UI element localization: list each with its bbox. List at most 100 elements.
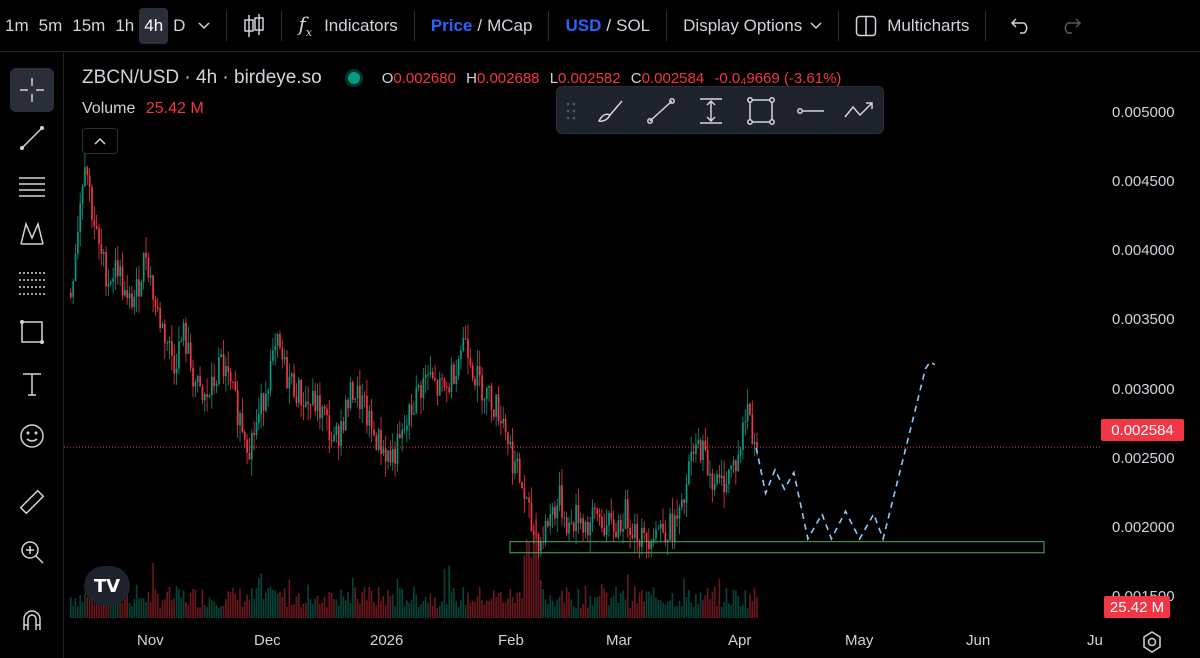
price-mcap-toggle[interactable]: Price / MCap (423, 8, 541, 44)
text-tool[interactable] (10, 362, 54, 406)
candle-body (262, 393, 265, 411)
crosshair-tool[interactable] (10, 68, 54, 112)
candle-body (591, 507, 594, 523)
measure-tool[interactable] (10, 480, 54, 524)
volume-bar (368, 587, 371, 618)
candle-body (225, 366, 227, 377)
support-zone[interactable] (509, 541, 1045, 554)
indicators-button[interactable]: fx Indicators (290, 8, 405, 44)
volume-bar (497, 593, 500, 618)
chevron-down-icon (198, 21, 210, 29)
candle-body (417, 385, 420, 388)
multicharts-button[interactable]: Multicharts (847, 8, 977, 44)
volume-bar (182, 590, 185, 618)
timeframe-d[interactable]: D (173, 15, 186, 35)
timeframe-1m[interactable]: 1m (5, 15, 29, 35)
candle-body (316, 395, 319, 412)
drag-handle[interactable] (561, 93, 581, 129)
mcap-option[interactable]: MCap (487, 15, 533, 35)
ruler-icon (19, 489, 45, 515)
timeframe-15m[interactable]: 15m (72, 15, 106, 35)
zoom-tool[interactable] (10, 530, 54, 574)
volume-bar (490, 598, 493, 618)
volume-bar (469, 602, 472, 618)
candle-body (323, 406, 326, 409)
candle-body (328, 415, 331, 441)
volume-bar (756, 596, 758, 618)
tradingview-logo[interactable]: TV (84, 566, 130, 606)
volume-bar (706, 588, 709, 618)
line-tool[interactable] (643, 93, 679, 129)
pattern-tool[interactable] (10, 212, 54, 256)
horizontal-ray-tool[interactable] (793, 93, 829, 129)
candles (70, 153, 758, 559)
volume-bar (243, 601, 246, 618)
volume-bar (375, 605, 378, 618)
volume-bar (619, 593, 622, 618)
volume-bar (93, 604, 96, 618)
candle-body (133, 296, 136, 308)
time-tick-label: Feb (498, 632, 524, 649)
timeframe-5m[interactable]: 5m (38, 15, 63, 35)
candle-body (511, 441, 514, 474)
volume-bar (457, 606, 460, 618)
timeframe-dropdown[interactable] (190, 8, 218, 44)
magnet-tool[interactable] (10, 598, 54, 642)
projection-path[interactable] (755, 360, 936, 542)
volume-bar (225, 598, 227, 618)
trendline-tool[interactable] (10, 116, 54, 160)
currency-toggle[interactable]: USD / SOL (557, 8, 658, 44)
volume-bar (417, 606, 420, 618)
chart-type-button[interactable] (235, 8, 273, 44)
volume-bar (128, 603, 131, 618)
text-icon (23, 373, 41, 396)
candle-body (171, 341, 173, 356)
price-option[interactable]: Price (430, 15, 473, 35)
candle-body (514, 461, 516, 474)
volume-bar (72, 605, 74, 618)
candle-body (86, 167, 89, 176)
rectangle-tool[interactable] (10, 310, 54, 354)
volume-bar (239, 588, 241, 618)
path-tool[interactable] (841, 93, 877, 129)
timeframe-1h[interactable]: 1h (115, 15, 135, 35)
rectangle-icon (747, 97, 775, 125)
candle-body (565, 517, 568, 534)
candle-body (182, 322, 185, 341)
volume-bar (483, 604, 486, 618)
timeframe-4h[interactable]: 4h (139, 7, 169, 44)
volume-bar (551, 600, 554, 618)
candle-body (619, 519, 622, 532)
volume-bar (737, 596, 739, 618)
volume-bar (746, 607, 749, 618)
brush-tool[interactable] (593, 93, 629, 129)
candles-icon (244, 13, 265, 37)
candle-body (77, 231, 79, 254)
volume-bar (175, 586, 178, 618)
candle-body (568, 522, 570, 534)
volume-bar (145, 602, 147, 618)
price-range-tool[interactable] (693, 93, 729, 129)
volume-bar (206, 606, 208, 618)
redo-button[interactable] (1052, 8, 1090, 44)
rectangle-draw-tool[interactable] (743, 93, 779, 129)
volume-bar (363, 586, 366, 618)
candle-body (194, 382, 197, 387)
volume-bar (335, 599, 338, 618)
settings-gear-icon[interactable] (1140, 630, 1164, 654)
sol-option[interactable]: SOL (616, 15, 651, 35)
usd-option[interactable]: USD (565, 15, 602, 35)
display-options-button[interactable]: Display Options (675, 8, 830, 44)
separator (985, 10, 987, 41)
forecast-tool[interactable] (10, 260, 54, 304)
volume-bar (528, 541, 530, 618)
candle-body (751, 414, 754, 444)
volume-bar (260, 573, 262, 618)
candle-body (631, 535, 634, 538)
emoji-tool[interactable] (10, 414, 54, 458)
fib-tool[interactable] (10, 164, 54, 208)
volume-bar (504, 602, 507, 618)
candle-body (605, 525, 608, 536)
undo-button[interactable] (1002, 8, 1040, 44)
